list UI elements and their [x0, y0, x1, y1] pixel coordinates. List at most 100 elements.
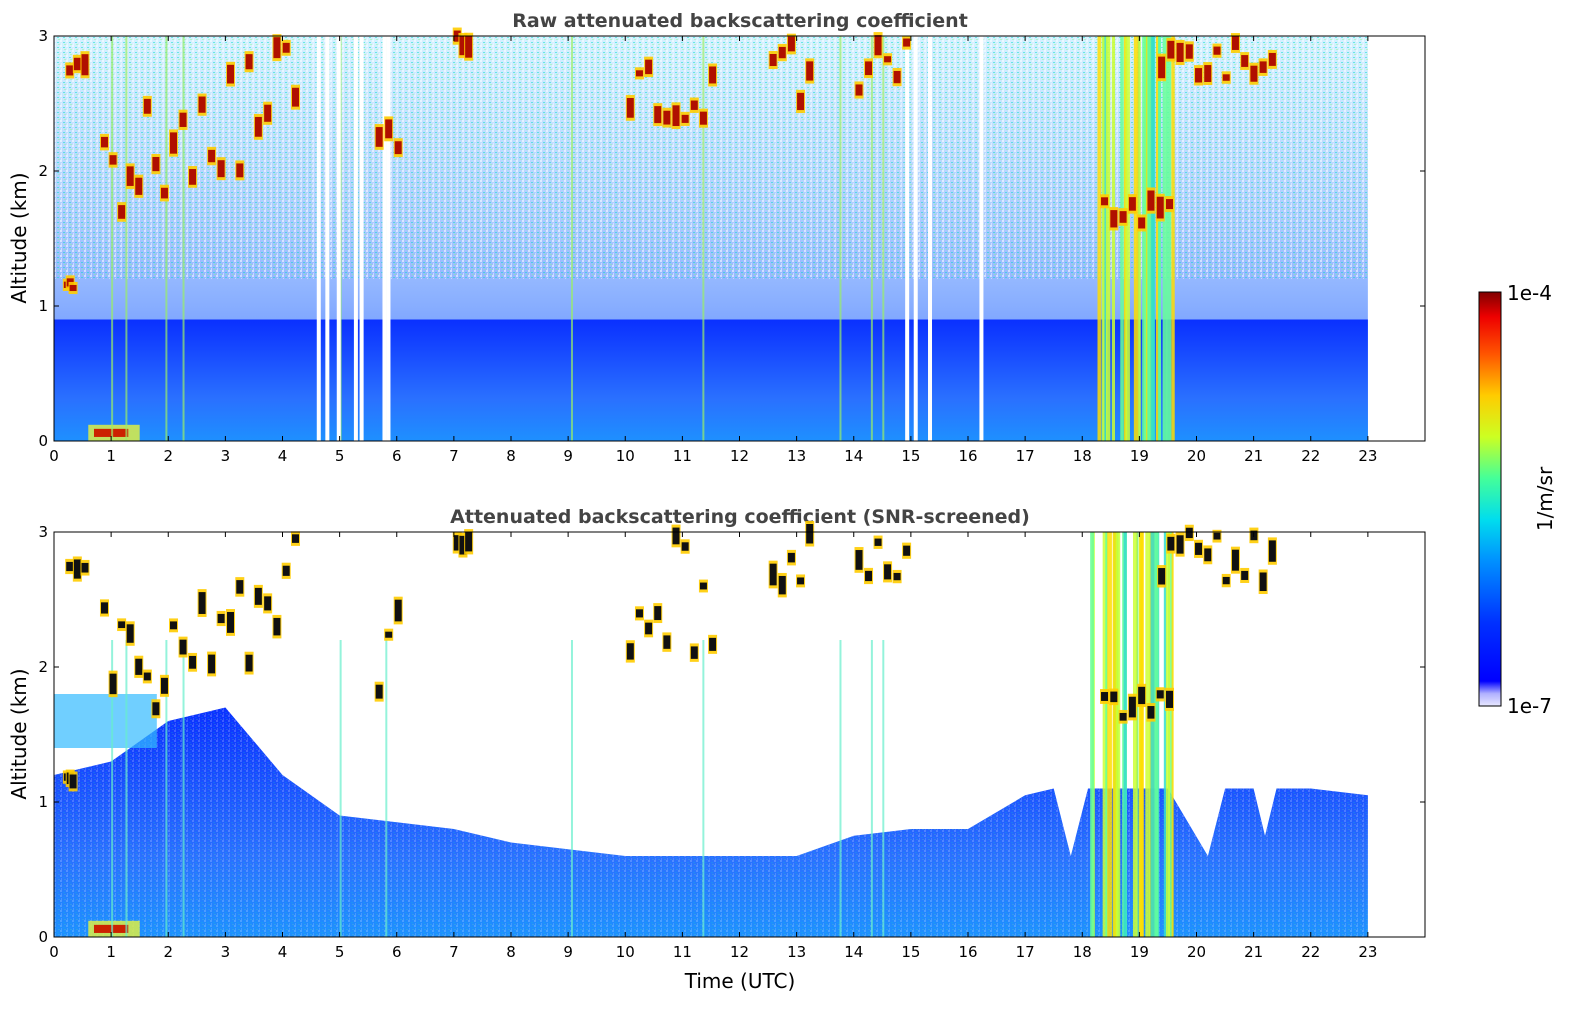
x-tick-label: 20 [1187, 943, 1206, 961]
cloud-layer [854, 535, 912, 585]
data-gap [913, 36, 918, 441]
data-gap [359, 36, 364, 441]
x-axis-label: Time (UTC) [684, 969, 796, 993]
precip-column [1138, 36, 1141, 441]
signal-column [882, 640, 885, 937]
cloud-layer [768, 520, 815, 598]
signal-column [570, 36, 573, 441]
precip-column [1155, 36, 1159, 441]
cloud-layer [169, 589, 226, 677]
signal-column [165, 36, 168, 441]
cloud-layer [65, 556, 90, 582]
precip-column [1147, 36, 1151, 441]
cloud-layer [65, 51, 90, 79]
x-tick-label: 20 [1187, 447, 1206, 465]
precip-column [1145, 532, 1150, 937]
x-tick-label: 21 [1244, 447, 1263, 465]
precip-column [1165, 532, 1171, 937]
data-gap [316, 36, 321, 441]
signal-column [839, 640, 842, 937]
x-tick-label: 7 [449, 447, 459, 465]
x-tick-label: 22 [1301, 943, 1320, 961]
data-gap [386, 36, 391, 441]
x-tick-label: 5 [335, 943, 345, 961]
precip-column [1123, 532, 1127, 937]
precip-column [1163, 532, 1167, 937]
cloud-layer [1157, 33, 1277, 86]
precip-column [1102, 532, 1108, 937]
x-tick-label: 14 [844, 447, 863, 465]
x-tick-label: 0 [49, 943, 59, 961]
cloud-layer [374, 116, 403, 158]
cloud-layer [226, 34, 300, 181]
precip-column [1142, 36, 1148, 441]
panel-title: Attenuated backscattering coefficient (S… [450, 506, 1030, 528]
signal-column [182, 36, 185, 441]
cloud-layer [452, 529, 474, 558]
screened-signal-texture [54, 707, 1368, 937]
cloud-layer [625, 56, 718, 130]
precip-column [1112, 532, 1118, 937]
x-tick-label: 9 [563, 943, 573, 961]
x-tick-label: 13 [787, 943, 806, 961]
precip-column [1102, 36, 1108, 441]
x-tick-label: 9 [563, 447, 573, 465]
x-tick-label: 18 [1073, 447, 1092, 465]
precip-column [1158, 36, 1162, 441]
signal-column [870, 36, 873, 441]
precip-column [1139, 532, 1144, 937]
signal-column [125, 640, 128, 937]
x-tick-label: 19 [1130, 447, 1149, 465]
cloud-layer [374, 596, 403, 702]
signal-column [839, 36, 842, 441]
signal-column [870, 640, 873, 937]
x-tick-label: 13 [787, 447, 806, 465]
precip-column [1105, 36, 1111, 441]
colorbar-max-label: 1e-4 [1507, 281, 1552, 305]
x-tick-label: 19 [1130, 943, 1149, 961]
signal-column [385, 640, 388, 937]
x-tick-label: 3 [221, 943, 231, 961]
plot-area [54, 27, 1425, 441]
precip-column [1125, 36, 1130, 441]
x-tick-label: 4 [278, 447, 288, 465]
precip-column [1171, 532, 1174, 937]
colorbar-unit-label: 1/m/sr [1533, 466, 1557, 531]
data-gap [325, 36, 330, 441]
cloud-layer [62, 275, 78, 295]
y-tick-label: 2 [38, 658, 48, 676]
precip-column [1162, 36, 1168, 441]
data-gap [905, 36, 910, 441]
x-tick-label: 4 [278, 943, 288, 961]
x-tick-label: 14 [844, 943, 863, 961]
x-tick-label: 3 [221, 447, 231, 465]
data-gap [928, 36, 933, 441]
cloud-layer [625, 524, 718, 663]
x-tick-label: 11 [673, 447, 692, 465]
signal-column [702, 36, 705, 441]
x-tick-label: 10 [616, 943, 635, 961]
x-tick-label: 7 [449, 943, 459, 961]
signal-column [165, 640, 168, 937]
x-tick-label: 5 [335, 447, 345, 465]
x-tick-label: 0 [49, 447, 59, 465]
x-tick-label: 8 [506, 943, 516, 961]
x-tick-label: 15 [901, 943, 920, 961]
precip-column [1107, 532, 1112, 937]
signal-column [111, 640, 114, 937]
cloud-layer [854, 32, 912, 99]
cloud-layer [99, 599, 169, 719]
precip-column [1150, 532, 1156, 937]
x-tick-label: 17 [1016, 943, 1035, 961]
signal-column [702, 640, 705, 937]
precip-column [1171, 36, 1175, 441]
precip-column [1166, 36, 1172, 441]
cloud-layer [768, 33, 815, 114]
x-tick-label: 1 [106, 447, 116, 465]
signal-column [182, 640, 185, 937]
axes: 0 1 2 3 4 5 6 7 8 9 10 11 12 13 14 15 16 17 18 19 20 21 22 2301… [38, 27, 1426, 465]
precip-column [1152, 36, 1156, 441]
precip-column [1115, 532, 1121, 937]
precip-column [1132, 532, 1138, 937]
x-tick-label: 22 [1301, 447, 1320, 465]
